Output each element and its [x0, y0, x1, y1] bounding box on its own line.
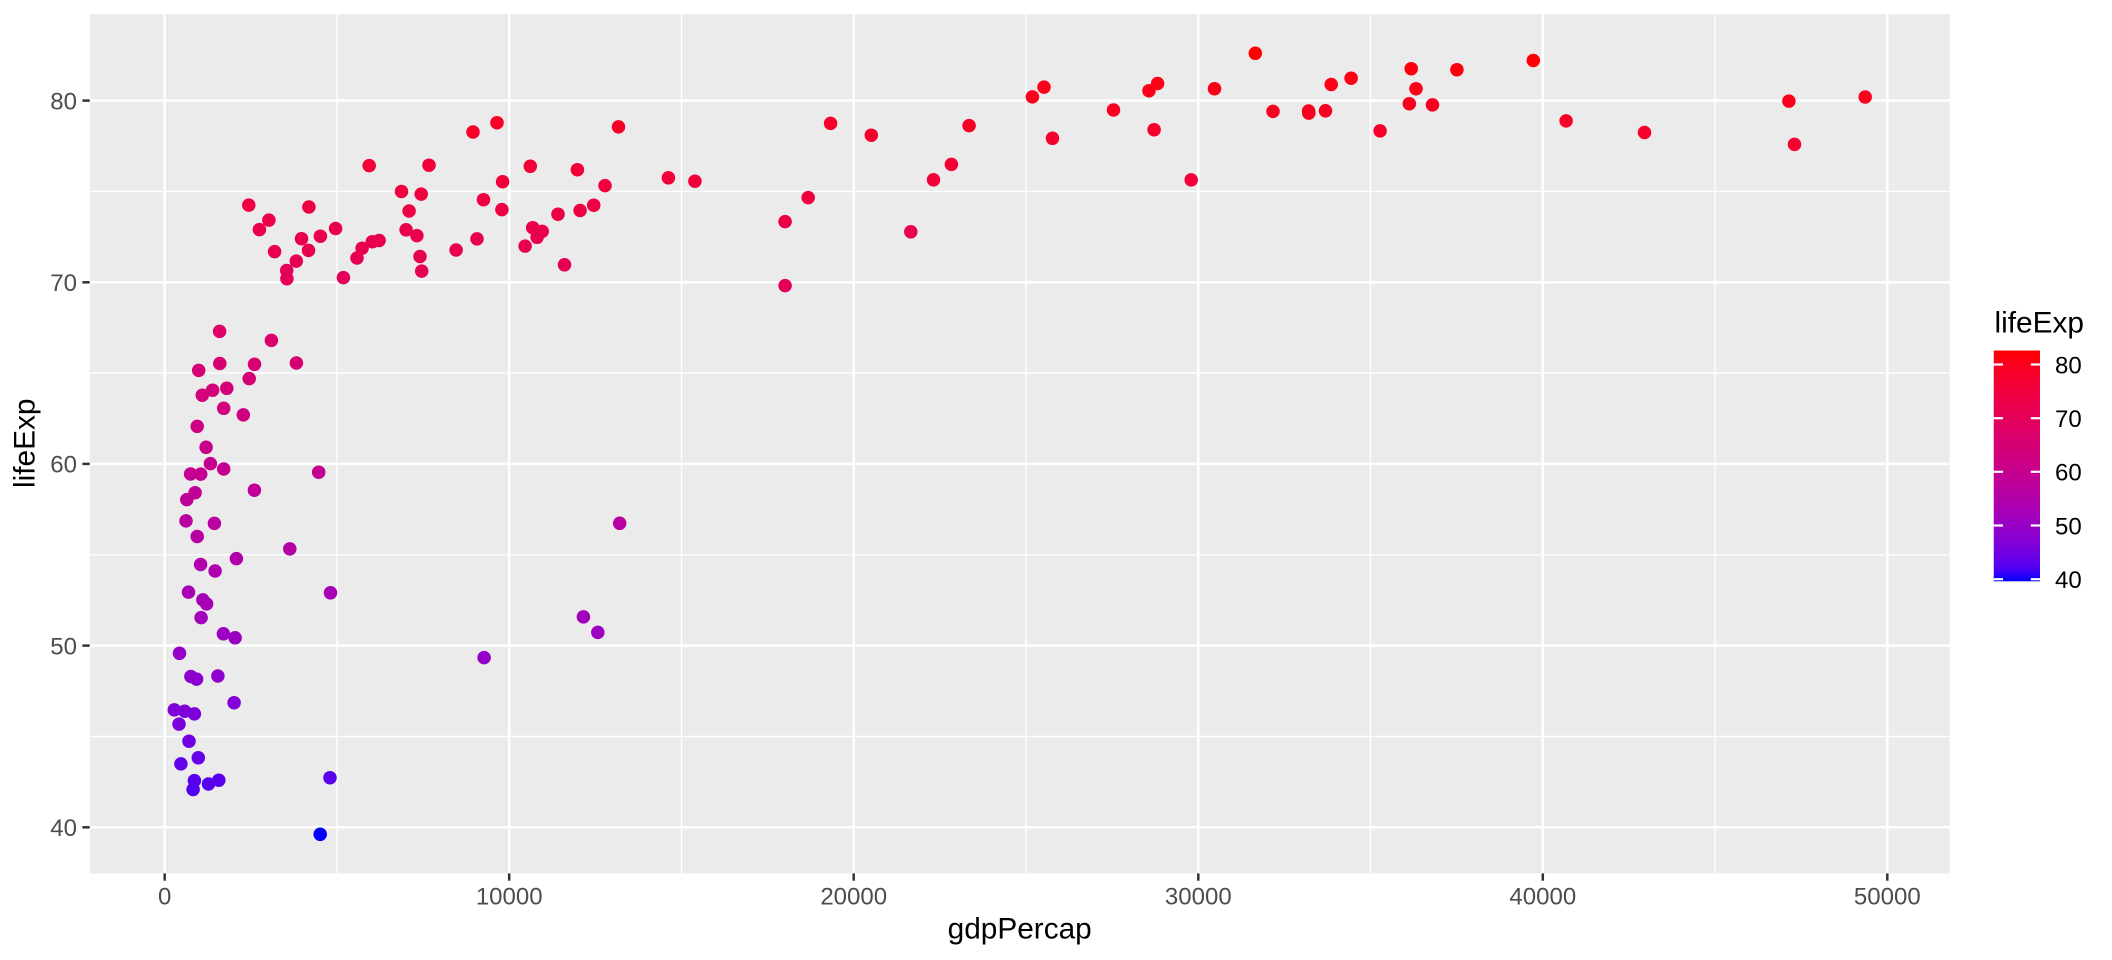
svg-text:40000: 40000 [1509, 883, 1576, 910]
svg-text:60: 60 [50, 452, 77, 479]
svg-text:0: 0 [158, 883, 171, 910]
svg-text:30000: 30000 [1165, 883, 1232, 910]
svg-text:20000: 20000 [820, 883, 887, 910]
svg-text:40: 40 [50, 815, 77, 842]
svg-text:40: 40 [2055, 567, 2082, 594]
svg-text:gdpPercap: gdpPercap [948, 913, 1092, 946]
svg-text:50000: 50000 [1854, 883, 1921, 910]
svg-text:50: 50 [50, 633, 77, 660]
svg-text:60: 60 [2055, 460, 2082, 487]
svg-text:10000: 10000 [476, 883, 543, 910]
svg-text:70: 70 [2055, 406, 2082, 433]
svg-text:80: 80 [50, 88, 77, 115]
svg-text:lifeExp: lifeExp [1995, 307, 2084, 340]
svg-text:80: 80 [2055, 352, 2082, 379]
svg-text:lifeExp: lifeExp [9, 399, 42, 488]
svg-text:70: 70 [50, 270, 77, 297]
svg-text:50: 50 [2055, 513, 2082, 540]
